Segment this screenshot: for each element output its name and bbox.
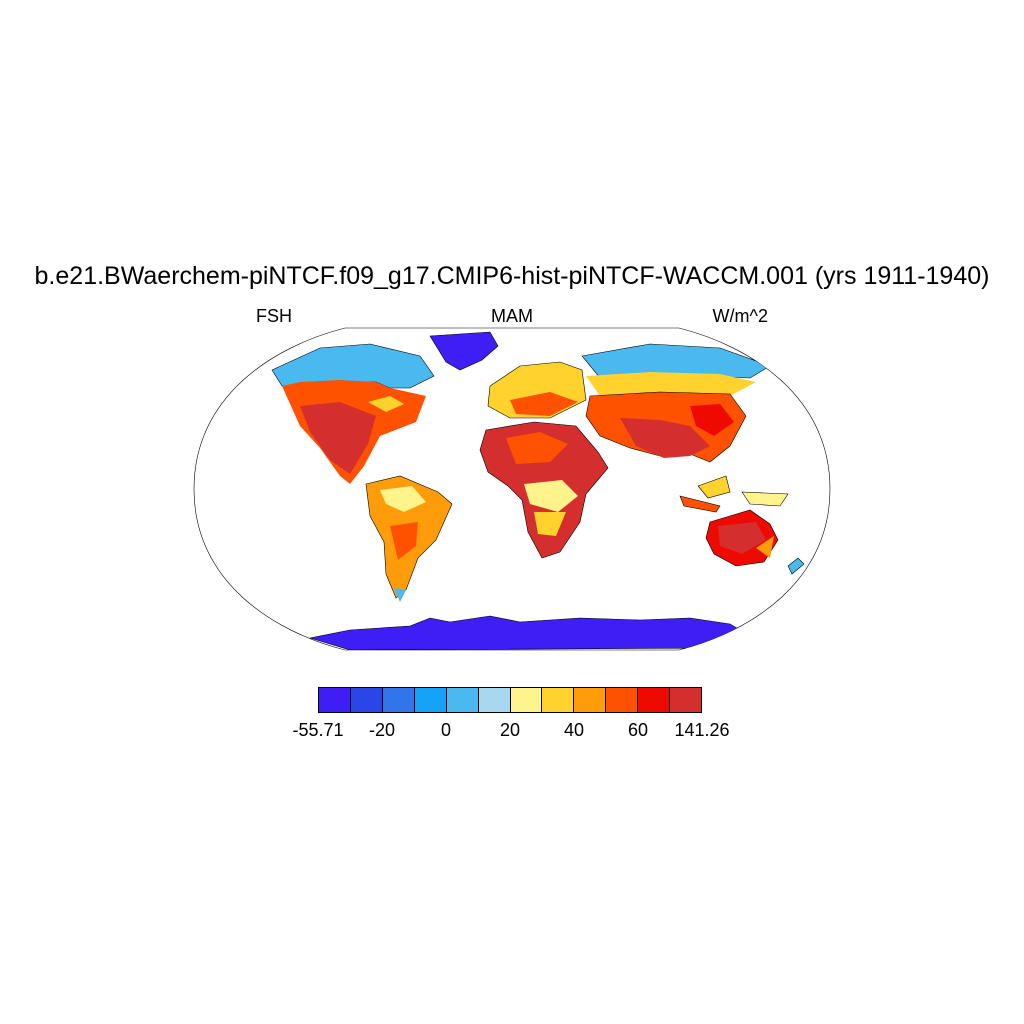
season-label: MAM (491, 306, 533, 326)
legend-swatch (638, 688, 671, 712)
legend-swatch (542, 688, 575, 712)
legend-swatch (446, 688, 479, 712)
legend-tick-label: 141.26 (674, 720, 730, 740)
legend-swatch (510, 688, 543, 712)
europe-region (487, 361, 587, 419)
legend-swatch (574, 688, 607, 712)
greenland-region (429, 331, 499, 371)
legend-swatch (478, 688, 511, 712)
legend-tick-label: 40 (563, 720, 585, 740)
legend-swatch (350, 688, 383, 712)
africa-region (479, 421, 609, 559)
legend-tick-label: -55.71 (292, 720, 344, 740)
legend-tick-label: 20 (499, 720, 521, 740)
legend-swatch (382, 688, 415, 712)
color-legend (318, 687, 702, 713)
australia-region (705, 509, 779, 567)
legend-swatch (606, 688, 639, 712)
asia-region (581, 343, 771, 463)
variable-label: FSH (256, 306, 292, 326)
legend-tick-label: 0 (440, 720, 452, 740)
world-map (193, 327, 831, 651)
maritime-asia-region (679, 475, 789, 513)
units-label: W/m^2 (712, 306, 768, 326)
new-zealand-region (787, 557, 805, 575)
legend-swatch (414, 688, 447, 712)
plot-title: b.e21.BWaerchem-piNTCF.f09_g17.CMIP6-his… (34, 262, 990, 290)
legend-swatch (319, 688, 351, 712)
legend-tick-label: -20 (368, 720, 396, 740)
legend-swatch (670, 688, 702, 712)
south-america-region (365, 475, 453, 602)
legend-tick-label: 60 (627, 720, 649, 740)
north-america-region (271, 343, 435, 484)
